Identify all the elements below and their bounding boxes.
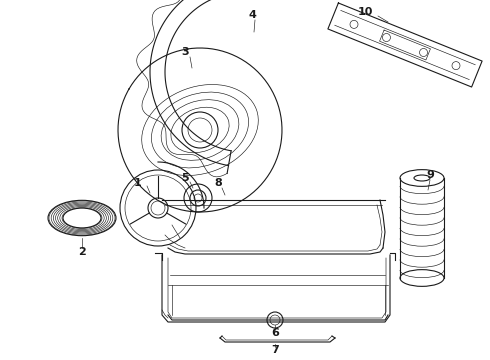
Text: 9: 9 (426, 170, 434, 180)
Text: 8: 8 (214, 178, 222, 188)
Text: 2: 2 (78, 247, 86, 257)
Text: 10: 10 (357, 7, 373, 17)
Text: 3: 3 (181, 47, 189, 57)
Text: 5: 5 (181, 173, 189, 183)
Text: 1: 1 (134, 178, 142, 188)
Text: 6: 6 (271, 328, 279, 338)
Text: 4: 4 (248, 10, 256, 20)
Text: 7: 7 (271, 345, 279, 355)
